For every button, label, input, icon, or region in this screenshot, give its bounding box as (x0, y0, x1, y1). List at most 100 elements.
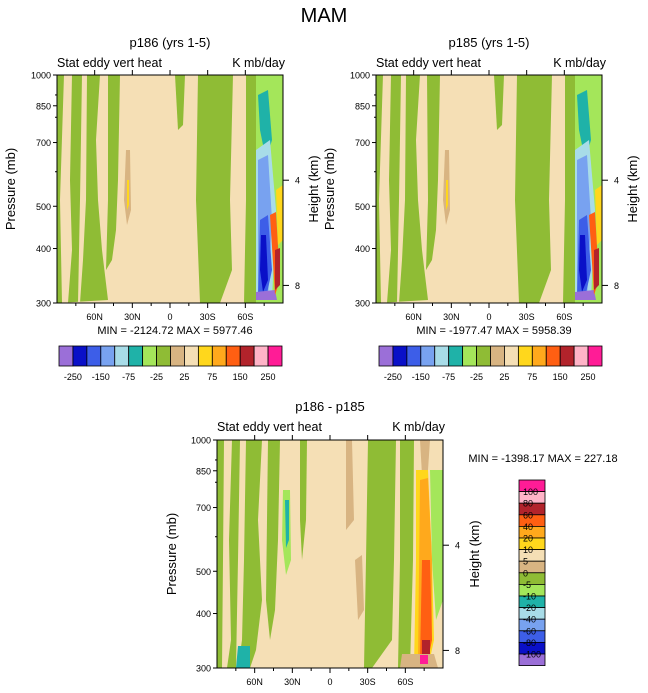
colorbar-p186: -250 -150 -75 -25 25 75 150 250 (58, 345, 283, 382)
pressure-tick-label: 850 (355, 101, 370, 111)
colorbar-swatch (128, 345, 144, 367)
colorbar-swatch (253, 345, 269, 367)
colorbar-label: 60 (523, 510, 533, 520)
lat-tick-label: 60N (405, 312, 422, 322)
pressure-tick-label: 400 (36, 244, 51, 254)
colorbar-swatch (559, 345, 575, 367)
units-label: K mb/day (392, 420, 446, 434)
colorbar-swatch (392, 345, 408, 367)
colorbar-swatch (378, 345, 394, 367)
colorbar-swatch (86, 345, 102, 367)
right-axis-label: Height (km) (306, 155, 321, 222)
pressure-tick-label: 1000 (191, 436, 211, 446)
left-axis-label: Pressure (mb) (164, 513, 179, 595)
lat-tick-label: 30S (200, 312, 216, 322)
colorbar-label: 10 (523, 545, 533, 555)
lat-tick-label: 30N (284, 677, 301, 687)
pressure-tick-label: 700 (36, 138, 51, 148)
panel-diff: p186 - p185 Stat eddy vert heat K mb/day (164, 399, 618, 687)
axis-ticks: 300 400 500 700 850 1000 8 4 60N 30N 0 30S 60S (31, 70, 300, 322)
contour-field (57, 75, 283, 303)
colorbar-swatch (156, 345, 171, 367)
height-tick-label: 4 (455, 541, 460, 551)
colorbar-label: -25 (470, 372, 483, 382)
pressure-tick-label: 1000 (31, 71, 51, 81)
colorbar-label: 25 (179, 372, 189, 382)
pressure-tick-label: 500 (36, 202, 51, 212)
colorbar-swatch (170, 345, 185, 367)
panel-p186: p186 (yrs 1-5) Stat eddy vert heat K mb/… (3, 35, 321, 337)
colorbar-swatch (476, 345, 491, 367)
main-title: MAM (301, 5, 348, 27)
colorbar-label: 40 (523, 522, 533, 532)
panel-title: p186 - p185 (295, 399, 364, 414)
axis-ticks: 300 400 500 700 850 1000 8 4 60N 30N 0 30S 60S (191, 435, 460, 687)
lat-tick-label: 0 (167, 312, 172, 322)
colorbar-swatch (448, 345, 464, 367)
pressure-tick-label: 300 (355, 299, 370, 309)
units-label: K mb/day (553, 56, 607, 70)
lat-tick-label: 0 (486, 312, 491, 322)
lat-tick-label: 60S (237, 312, 253, 322)
colorbar-swatch (114, 345, 130, 367)
lat-tick-label: 30N (443, 312, 460, 322)
colorbar-swatch (58, 345, 74, 367)
left-axis-label: Pressure (mb) (322, 148, 337, 230)
lat-tick-label: 30N (124, 312, 141, 322)
pressure-tick-label: 500 (196, 567, 211, 577)
colorbar-swatch (518, 653, 546, 667)
contour-field (217, 440, 443, 668)
colorbar-label: -150 (412, 372, 430, 382)
colorbar-swatch (587, 345, 603, 367)
colorbar-swatch (197, 345, 213, 367)
lat-tick-label: 60S (556, 312, 572, 322)
right-axis-label: Height (km) (625, 155, 640, 222)
colorbar-label: 100 (523, 487, 538, 497)
pressure-tick-label: 400 (355, 244, 370, 254)
colorbar-label: 250 (261, 372, 276, 382)
height-tick-label: 8 (455, 646, 460, 656)
colorbar-swatch (267, 345, 283, 367)
colorbar-p185: -250 -150 -75 -25 25 75 150 250 (378, 345, 603, 382)
colorbar-label: 75 (207, 372, 217, 382)
colorbar-label: -5 (523, 580, 531, 590)
colorbar-label: -40 (523, 615, 536, 625)
lat-tick-label: 30S (360, 677, 376, 687)
colorbar-swatch (406, 345, 422, 367)
colorbar-swatch (545, 345, 561, 367)
colorbar-label: -100 (523, 650, 541, 660)
height-tick-label: 8 (614, 281, 619, 291)
colorbar-swatch (211, 345, 227, 367)
colorbar-label: -150 (92, 372, 110, 382)
colorbar-label: -80 (523, 638, 536, 648)
colorbar-label: 5 (523, 557, 528, 567)
panel-p185: p185 (yrs 1-5) Stat eddy vert heat K mb/… (322, 35, 640, 337)
colorbar-label: -75 (442, 372, 455, 382)
lat-tick-label: 60N (246, 677, 263, 687)
colorbar-swatch (573, 345, 589, 367)
colorbar-label: 150 (553, 372, 568, 382)
min-max-text: MIN = -2124.72 MAX = 5977.46 (97, 325, 252, 337)
colorbar-label: 75 (527, 372, 537, 382)
pressure-tick-label: 300 (196, 664, 211, 674)
height-tick-label: 8 (295, 281, 300, 291)
colorbar-swatch (225, 345, 241, 367)
panel-title: p185 (yrs 1-5) (449, 35, 530, 50)
right-axis-label: Height (km) (467, 520, 482, 587)
colorbar-swatch (239, 345, 255, 367)
colorbar-swatch (142, 345, 157, 367)
lat-tick-label: 60N (86, 312, 103, 322)
colorbar-label: -75 (122, 372, 135, 382)
pressure-tick-label: 700 (355, 138, 370, 148)
colorbar-swatch (504, 345, 519, 367)
lat-tick-label: 60S (397, 677, 413, 687)
panel-title: p186 (yrs 1-5) (130, 35, 211, 50)
colorbar-label: 150 (233, 372, 248, 382)
left-axis-label: Pressure (mb) (3, 148, 18, 230)
colorbar-swatch (434, 345, 450, 367)
min-max-text: MIN = -1398.17 MAX = 227.18 (468, 453, 617, 465)
colorbar-swatch (490, 345, 505, 367)
colorbar-label: 80 (523, 499, 533, 509)
